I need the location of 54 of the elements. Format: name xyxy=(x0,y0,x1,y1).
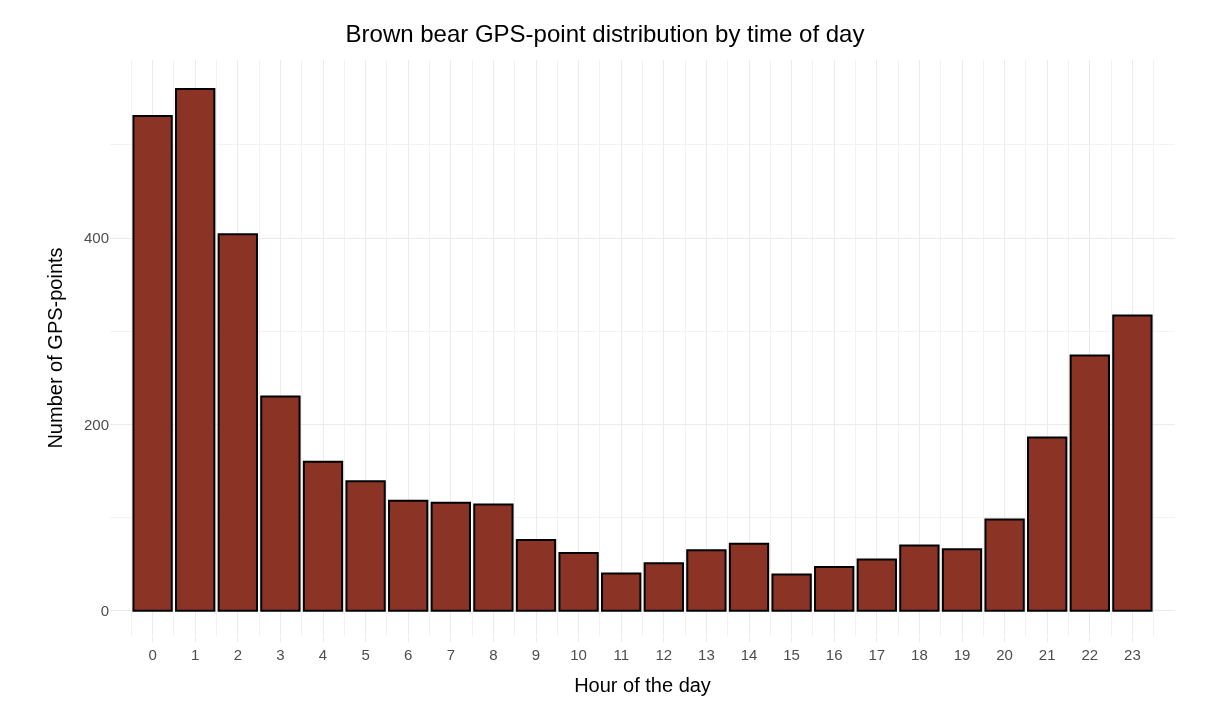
bar xyxy=(132,114,173,612)
x-tick-label: 4 xyxy=(318,646,328,663)
x-tick-label: 17 xyxy=(868,646,886,663)
bar xyxy=(345,480,386,612)
bar xyxy=(1027,436,1068,612)
x-tick-label: 3 xyxy=(276,646,285,663)
x-tick-label: 15 xyxy=(783,646,800,663)
bar xyxy=(1069,354,1110,612)
bar xyxy=(175,87,216,612)
x-tick-label: 2 xyxy=(233,646,242,663)
x-tick-label: 14 xyxy=(740,646,758,663)
x-tick-label: 21 xyxy=(1038,646,1056,663)
y-tick-label: 0 xyxy=(100,602,109,620)
bar xyxy=(515,539,557,612)
bar xyxy=(430,501,471,612)
chart-title: Brown bear GPS-point distribution by time of day xyxy=(345,19,865,47)
bar xyxy=(643,562,684,612)
bar xyxy=(601,572,642,612)
bar xyxy=(856,558,897,612)
x-tick-label: 23 xyxy=(1124,646,1141,663)
x-tick-label: 16 xyxy=(825,646,843,663)
bar xyxy=(771,573,812,612)
bar xyxy=(217,233,258,612)
x-tick-label: 6 xyxy=(404,646,413,663)
x-tick-label: 9 xyxy=(531,646,541,663)
bar xyxy=(558,552,599,612)
bar xyxy=(728,542,770,612)
x-tick-label: 18 xyxy=(911,646,928,663)
bar xyxy=(814,566,855,612)
bar xyxy=(302,460,344,612)
x-tick-label: 19 xyxy=(953,646,971,663)
x-tick-label: 0 xyxy=(148,646,157,663)
y-tick-label: 200 xyxy=(83,415,109,433)
bar xyxy=(941,548,983,612)
x-tick-label: 8 xyxy=(489,646,498,663)
x-axis-title: Hour of the day xyxy=(574,673,711,696)
y-tick-label: 400 xyxy=(83,229,109,247)
x-tick-label: 22 xyxy=(1081,646,1099,663)
x-tick-label: 7 xyxy=(446,646,455,663)
x-tick-label: 5 xyxy=(361,646,370,663)
x-tick-label: 11 xyxy=(613,646,629,663)
bar xyxy=(388,499,429,612)
x-tick-label: 12 xyxy=(655,646,673,663)
x-tick-label: 20 xyxy=(996,646,1013,663)
bar xyxy=(1112,314,1153,612)
bar xyxy=(686,549,727,612)
bar xyxy=(260,395,301,612)
x-tick-label: 1 xyxy=(191,646,200,663)
x-tick-label: 10 xyxy=(570,646,587,663)
bar xyxy=(984,518,1025,612)
x-tick-label: 13 xyxy=(698,646,715,663)
bar xyxy=(473,503,514,612)
y-axis-title: Number of GPS-points xyxy=(44,247,67,449)
bar xyxy=(899,544,940,612)
